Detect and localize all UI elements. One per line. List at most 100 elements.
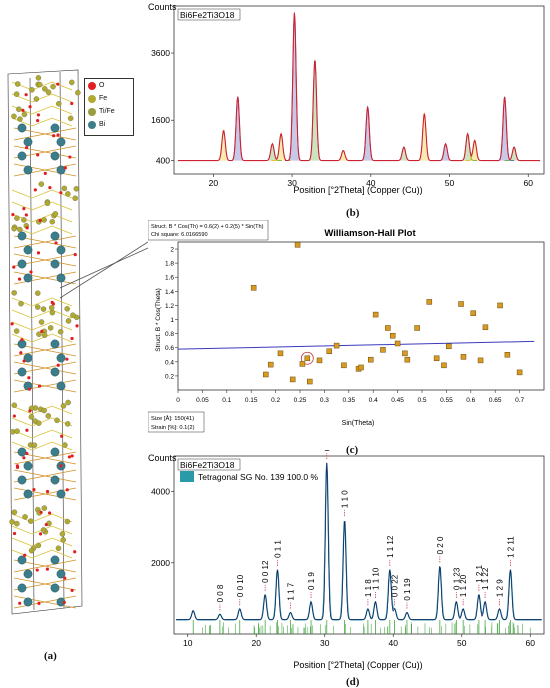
y-tick-label: 4000 xyxy=(151,487,170,497)
atom-o xyxy=(24,213,28,217)
data-point xyxy=(404,356,411,363)
panel-label-c: (c) xyxy=(346,444,359,456)
hkl-label: 1 1 7 xyxy=(286,582,295,600)
observed-pattern xyxy=(177,12,541,162)
legend-label: Tetragonal SG No. 139 100.0 % xyxy=(198,472,318,482)
x-tick-label: 0.55 xyxy=(440,397,453,404)
atom-fe xyxy=(75,89,81,96)
atom-fe xyxy=(60,537,66,543)
atom-fe xyxy=(55,545,62,551)
atom-o xyxy=(28,409,32,413)
atom-o xyxy=(29,270,33,274)
atom-o xyxy=(32,487,36,492)
atom-o xyxy=(19,351,23,355)
legend-item: Fe xyxy=(85,92,133,105)
atom-bi xyxy=(50,475,60,485)
hkl-label: 1 1 12 xyxy=(386,535,395,558)
atom-fe xyxy=(67,115,74,122)
atom-fe xyxy=(64,518,71,525)
atom-bi xyxy=(56,137,66,147)
atom-fe xyxy=(60,403,67,409)
atom-fe xyxy=(73,186,80,192)
bond xyxy=(13,595,77,609)
atom-fe xyxy=(41,332,48,338)
x-tick-label: 0.45 xyxy=(391,397,404,404)
atom-o xyxy=(36,153,40,157)
atom-fe xyxy=(49,309,56,316)
atom-o xyxy=(25,451,29,456)
atom-bi xyxy=(50,555,60,565)
atom-o xyxy=(38,218,42,223)
y-tick-label: 2000 xyxy=(151,558,170,568)
x-tick-label: 0.5 xyxy=(417,397,426,404)
phase-peak xyxy=(436,143,455,161)
chart-title: Williamson-Hall Plot xyxy=(324,228,416,239)
legend-item: Bi xyxy=(85,118,133,131)
legend-label: O xyxy=(99,82,105,89)
data-point xyxy=(277,350,284,357)
atom-fe xyxy=(70,312,76,318)
data-point xyxy=(358,364,364,371)
x-tick-label: 0 xyxy=(176,397,180,404)
atom-o xyxy=(12,531,17,536)
phase-peak xyxy=(214,129,233,161)
y-tick-label: 0.2 xyxy=(165,373,174,380)
atom-bi xyxy=(17,151,27,161)
atom-bi xyxy=(50,259,60,269)
legend-label: Bi xyxy=(99,121,106,128)
atom-bi xyxy=(56,569,66,579)
hkl-labels: 0 0 80 0 100 0 120 1 11 1 70 1 90 1 11 1… xyxy=(216,450,515,611)
atom-swatch xyxy=(88,94,96,103)
atom-bi xyxy=(17,475,27,485)
data-point xyxy=(380,347,386,353)
y-tick-label: 1.8 xyxy=(165,261,174,268)
atom-swatch xyxy=(88,107,96,116)
atom-fe xyxy=(38,319,45,325)
atom-fe xyxy=(33,96,40,102)
atom-bi xyxy=(23,137,33,147)
atom-o xyxy=(39,510,43,514)
plot-frame xyxy=(173,5,545,175)
chart-title: Bi6Fe2Ti3O18 xyxy=(180,10,235,20)
atom-fe xyxy=(44,200,51,207)
atom-o xyxy=(52,134,56,138)
x-tick-label: 60 xyxy=(526,638,536,648)
crystal-structure-image xyxy=(7,69,83,615)
atom-o xyxy=(33,188,37,192)
fitted-pattern xyxy=(176,463,542,621)
data-point xyxy=(341,362,347,369)
atom-bi xyxy=(50,151,60,161)
legend-item: O xyxy=(85,79,133,92)
phase-peak xyxy=(394,146,414,161)
atom-fe xyxy=(65,399,71,406)
hkl-label: 0 0 8 xyxy=(216,584,225,602)
data-point xyxy=(389,332,396,339)
x-tick-label: 40 xyxy=(389,638,399,648)
atom-bi xyxy=(56,381,66,391)
williamson-hall-chart: Williamson-Hall Plot Struct. B * Cos(Th)… xyxy=(148,220,545,433)
y-tick-label: 0.4 xyxy=(165,359,174,366)
legend-label: Ti/Fe xyxy=(99,108,115,115)
x-tick-label: 0.3 xyxy=(320,397,329,404)
x-tick-label: 0.65 xyxy=(489,397,502,404)
atom-fe xyxy=(41,217,47,223)
phase-peak xyxy=(285,12,304,161)
atom-o xyxy=(65,357,69,361)
atom-o xyxy=(45,567,50,571)
data-point xyxy=(433,355,440,362)
data-point xyxy=(289,376,296,383)
atom-o xyxy=(11,212,15,217)
bond xyxy=(13,379,77,393)
phase-peak xyxy=(495,96,515,161)
data-point xyxy=(307,378,313,385)
hkl-label: 1 1 22 xyxy=(481,567,490,590)
x-tick-label: 0.15 xyxy=(245,397,258,404)
x-tick-label: 0.4 xyxy=(369,397,378,404)
y-tick-label: 0.8 xyxy=(165,331,174,338)
x-tick-label: 0.6 xyxy=(466,397,475,404)
hkl-label: 1 2 9 xyxy=(495,579,504,597)
atom-fe xyxy=(57,329,64,335)
atom-fe xyxy=(34,304,41,310)
data-point xyxy=(372,311,379,318)
atom-o xyxy=(43,171,47,176)
